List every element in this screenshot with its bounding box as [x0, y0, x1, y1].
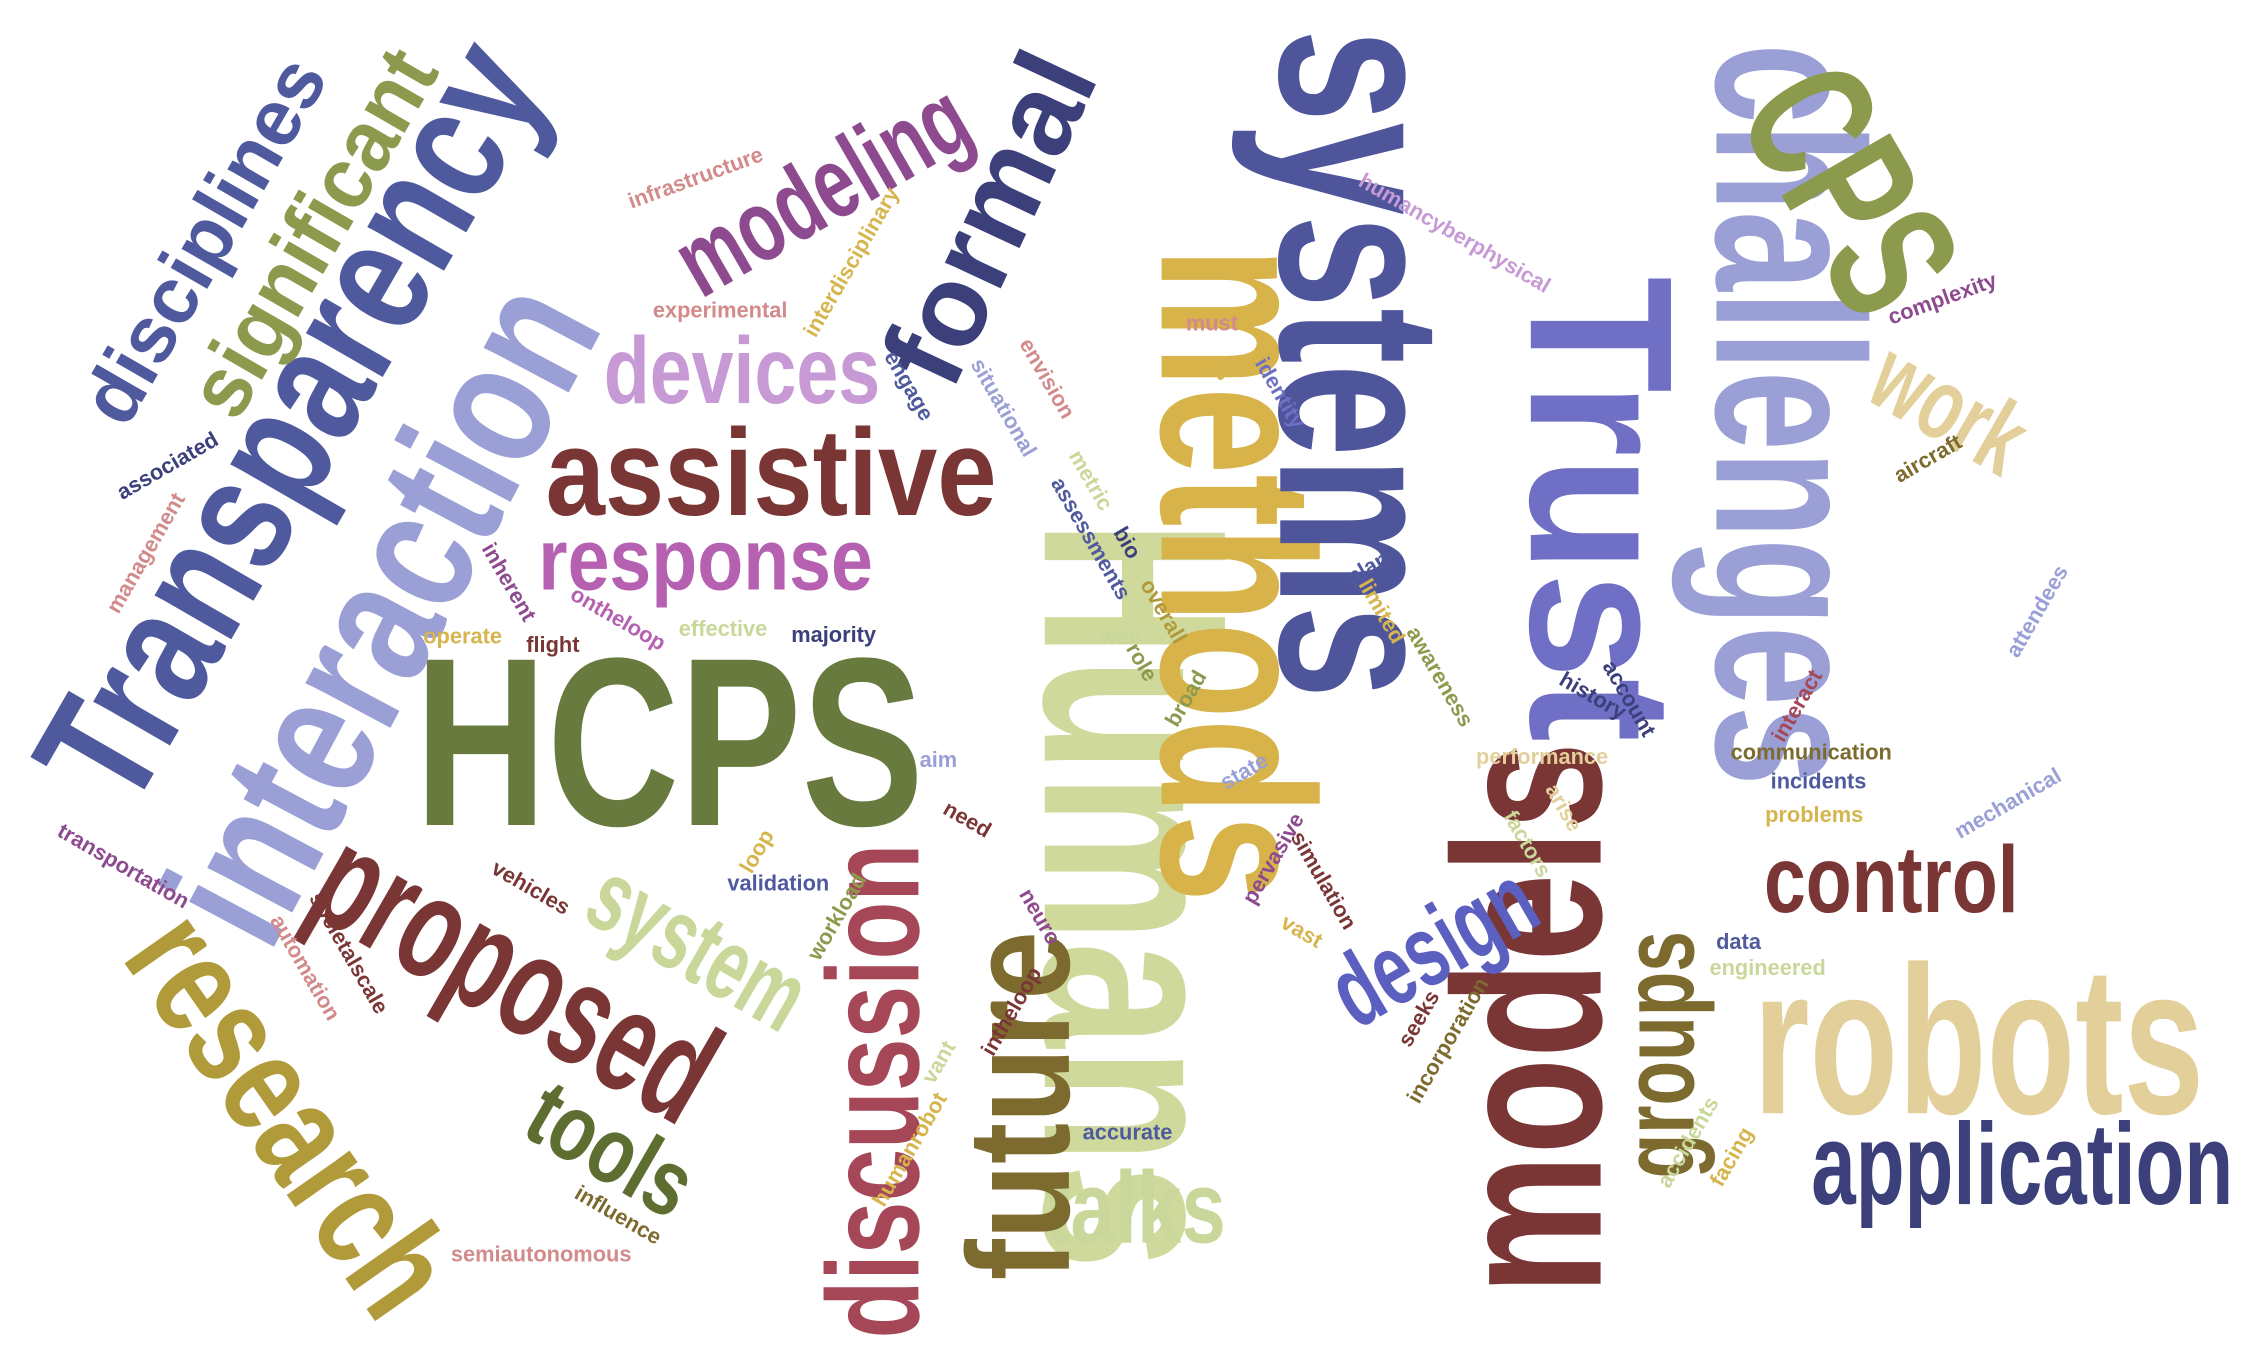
word: assistive	[546, 404, 997, 542]
word: robots	[1753, 922, 2204, 1158]
word: semiautonomous	[451, 1242, 632, 1267]
word: discussion	[799, 844, 946, 1339]
word: performance	[1476, 744, 1608, 769]
word: data	[1716, 929, 1762, 954]
word: engineered	[1709, 955, 1825, 980]
word: majority	[791, 622, 877, 647]
word: experimental	[653, 297, 788, 322]
word: accurate	[1083, 1119, 1173, 1144]
word: well	[1099, 625, 1141, 650]
word: future	[937, 931, 1100, 1280]
word: challenges	[1671, 44, 1907, 786]
word: models	[1410, 742, 1646, 1295]
word: methods	[1115, 247, 1359, 902]
word: must	[1186, 310, 1238, 335]
word: Humans	[989, 520, 1281, 1269]
word: incidents	[1771, 769, 1867, 794]
word: validation	[727, 871, 829, 896]
word: control	[1764, 827, 2019, 933]
word: operate	[423, 623, 502, 648]
word: aim	[920, 747, 958, 772]
word: groups	[1602, 931, 1716, 1178]
word: HCPS	[415, 608, 924, 876]
word: communication	[1731, 740, 1892, 765]
word: envision	[1015, 334, 1081, 423]
word: Trust	[1487, 276, 1714, 742]
word: talks	[1044, 1151, 1226, 1265]
word: effective	[679, 616, 768, 641]
word: application	[1811, 1099, 2233, 1229]
word: flight	[526, 632, 579, 657]
word: attendees	[2000, 561, 2073, 662]
word: devices	[604, 318, 880, 424]
word: problems	[1765, 802, 1863, 827]
word: systems	[1230, 29, 1490, 698]
word: response	[538, 512, 873, 609]
word: need	[939, 796, 996, 843]
